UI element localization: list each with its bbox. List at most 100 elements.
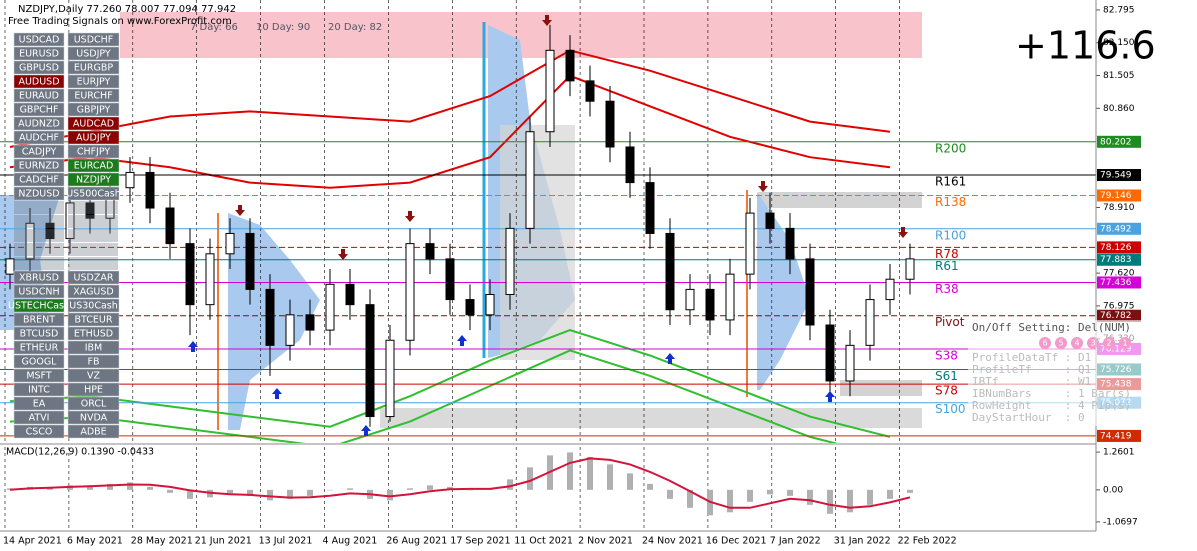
symbol-label[interactable]: ETHEUR [20, 343, 59, 354]
symbol-button[interactable] [13, 340, 65, 355]
symbol-button[interactable] [14, 257, 64, 270]
symbol-button[interactable] [67, 144, 120, 159]
symbol-button[interactable] [14, 201, 64, 214]
symbol-button[interactable] [13, 354, 65, 369]
symbol-button[interactable] [13, 396, 65, 411]
symbol-button[interactable] [13, 172, 65, 187]
symbol-button[interactable] [67, 284, 120, 299]
symbol-button[interactable] [13, 410, 65, 425]
symbol-button[interactable] [13, 424, 65, 439]
symbol-label[interactable]: USDCHF [74, 35, 114, 46]
symbol-label[interactable]: NZDUSD [18, 189, 59, 200]
symbol-button[interactable] [68, 215, 118, 228]
symbol-button[interactable] [67, 88, 120, 103]
symbol-button[interactable] [13, 88, 65, 103]
symbol-button[interactable] [13, 284, 65, 299]
symbol-button[interactable] [67, 60, 120, 75]
symbol-label[interactable]: AUDCAD [73, 119, 114, 130]
symbol-label[interactable]: EURNZD [19, 161, 60, 172]
symbol-label[interactable]: HPE [84, 385, 103, 396]
symbol-button[interactable] [13, 382, 65, 397]
symbol-button[interactable] [13, 46, 65, 61]
symbol-label[interactable]: EURJPY [77, 77, 111, 88]
symbol-label[interactable]: XBRUSD [19, 273, 59, 284]
symbol-button[interactable] [68, 243, 118, 256]
symbol-label[interactable]: EURUSD [19, 49, 59, 60]
symbol-label[interactable]: BTCEUR [75, 315, 113, 326]
symbol-button[interactable] [13, 60, 65, 75]
symbol-button[interactable] [13, 186, 65, 201]
symbol-label[interactable]: GOOGL [22, 357, 58, 368]
symbol-label[interactable]: USDCAD [19, 35, 60, 46]
symbol-label[interactable]: EURCAD [74, 161, 114, 172]
symbol-label[interactable]: ETHUSD [74, 329, 113, 340]
symbol-button[interactable] [13, 298, 65, 313]
symbol-label[interactable]: AUDCHF [19, 133, 59, 144]
symbol-label[interactable]: MSFT [26, 371, 52, 382]
symbol-label[interactable]: NZDJPY [76, 175, 111, 186]
symbol-button[interactable] [13, 74, 65, 89]
symbol-label[interactable]: ADBE [80, 427, 106, 438]
symbol-button[interactable] [67, 368, 120, 383]
symbol-label[interactable]: GBPUSD [19, 63, 59, 74]
symbol-label[interactable]: AUDJPY [76, 133, 111, 144]
symbol-button[interactable] [67, 326, 120, 341]
symbol-label[interactable]: NVDA [80, 413, 108, 424]
symbol-label[interactable]: CSCO [26, 427, 53, 438]
symbol-button[interactable] [67, 410, 120, 425]
symbol-button[interactable] [13, 326, 65, 341]
symbol-button[interactable] [67, 172, 120, 187]
symbol-button[interactable] [67, 116, 120, 131]
symbol-button[interactable] [14, 243, 64, 256]
symbol-label[interactable]: EURAUD [19, 91, 59, 102]
symbol-button[interactable] [13, 130, 65, 145]
symbol-button[interactable] [67, 354, 120, 369]
symbol-button[interactable] [68, 201, 118, 214]
symbol-button[interactable] [67, 74, 120, 89]
symbol-label[interactable]: ATVI [29, 413, 50, 424]
symbol-label[interactable]: ORCL [81, 399, 107, 410]
symbol-button[interactable] [13, 116, 65, 131]
symbol-button[interactable] [67, 340, 120, 355]
symbol-button[interactable] [67, 270, 120, 285]
symbol-label[interactable]: CADJPY [22, 147, 57, 158]
symbol-label[interactable]: FB [88, 357, 100, 368]
symbol-label[interactable]: INTC [28, 385, 50, 396]
symbol-button[interactable] [14, 229, 64, 242]
symbol-button[interactable] [13, 158, 65, 173]
symbol-label[interactable]: BTCUSD [20, 329, 59, 340]
symbol-button[interactable] [67, 424, 120, 439]
symbol-button[interactable] [67, 298, 120, 313]
symbol-button[interactable] [67, 186, 120, 201]
symbol-label[interactable]: AUDUSD [18, 77, 59, 88]
symbol-button[interactable] [67, 130, 120, 145]
symbol-label[interactable]: USDCNH [18, 287, 59, 298]
symbol-label[interactable]: EURGBP [74, 63, 113, 74]
symbol-label[interactable]: GBPJPY [77, 105, 111, 116]
symbol-label[interactable]: CADCHF [19, 175, 59, 186]
symbol-button[interactable] [13, 312, 65, 327]
symbol-label[interactable]: USDJPY [76, 49, 111, 60]
symbol-button[interactable] [13, 270, 65, 285]
symbol-button[interactable] [67, 102, 120, 117]
symbol-label[interactable]: US30Cash [69, 301, 118, 312]
symbol-label[interactable]: US500Cash [66, 189, 121, 200]
symbol-label[interactable]: BRENT [23, 315, 55, 326]
symbol-button[interactable] [13, 144, 65, 159]
symbol-label[interactable]: VZ [87, 371, 100, 382]
symbol-label[interactable]: AUDNZD [18, 119, 60, 130]
symbol-button[interactable] [67, 32, 120, 47]
symbol-button[interactable] [68, 229, 118, 242]
symbol-button[interactable] [13, 32, 65, 47]
symbol-button[interactable] [13, 102, 65, 117]
symbol-label[interactable]: EURCHF [74, 91, 112, 102]
symbol-button[interactable] [67, 158, 120, 173]
symbol-label[interactable]: GBPCHF [20, 105, 59, 116]
symbol-label[interactable]: USDZAR [74, 273, 114, 284]
symbol-label[interactable]: XAGUSD [73, 287, 114, 298]
symbol-button[interactable] [67, 396, 120, 411]
symbol-label[interactable]: CHFJPY [77, 147, 111, 158]
symbol-button[interactable] [13, 368, 65, 383]
symbol-button[interactable] [67, 46, 120, 61]
symbol-button[interactable] [14, 215, 64, 228]
